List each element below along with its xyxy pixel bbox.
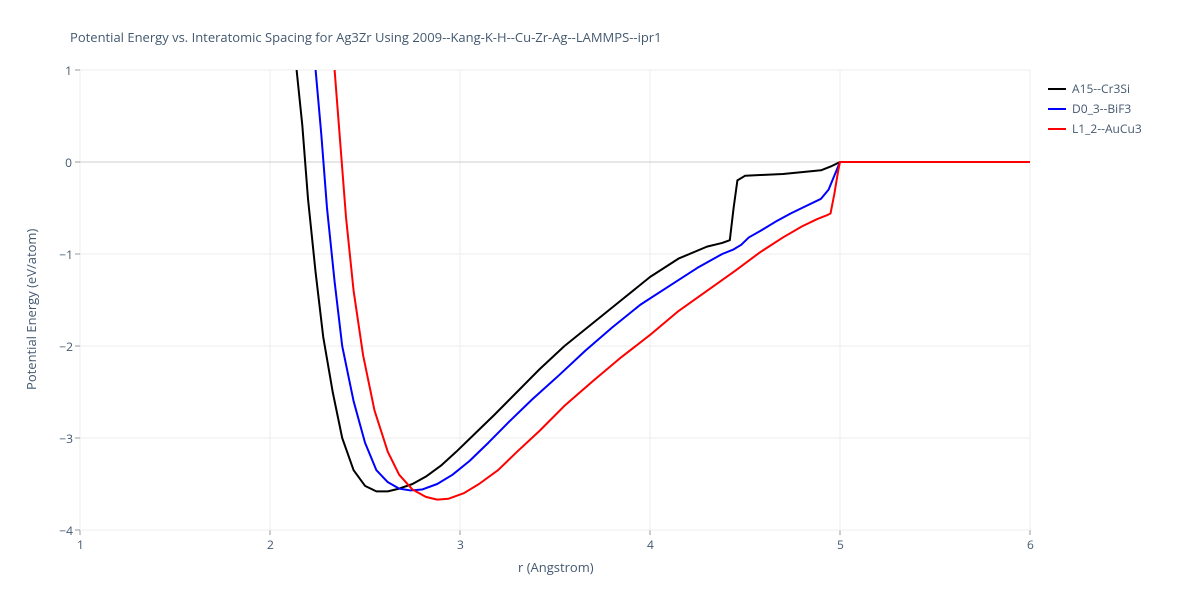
legend-label: A15--Cr3Si [1072, 80, 1130, 97]
x-axis-label: r (Angstrom) [518, 558, 594, 576]
x-tick-3: 4 [647, 536, 654, 553]
legend-item[interactable]: L1_2--AuCu3 [1048, 120, 1142, 137]
legend-swatch [1048, 88, 1066, 90]
x-tick-4: 5 [837, 536, 844, 553]
x-tick-1: 2 [267, 536, 274, 553]
y-tick-1: −3 [53, 430, 73, 447]
legend: A15--Cr3Si D0_3--BiF3 L1_2--AuCu3 [1048, 80, 1142, 140]
y-tick-3: −1 [53, 246, 73, 263]
y-axis-label: Potential Energy (eV/atom) [22, 229, 40, 390]
legend-item[interactable]: A15--Cr3Si [1048, 80, 1142, 97]
chart-title: Potential Energy vs. Interatomic Spacing… [70, 28, 662, 46]
plot-svg [0, 0, 1200, 600]
legend-item[interactable]: D0_3--BiF3 [1048, 100, 1142, 117]
series-line [297, 70, 1030, 491]
series-line [316, 70, 1030, 490]
legend-label: D0_3--BiF3 [1072, 100, 1131, 117]
x-tick-5: 6 [1027, 536, 1034, 553]
x-tick-2: 3 [457, 536, 464, 553]
series-line [335, 70, 1030, 500]
legend-label: L1_2--AuCu3 [1072, 120, 1142, 137]
y-tick-0: −4 [53, 522, 73, 539]
y-tick-5: 1 [62, 62, 72, 79]
chart-container: Potential Energy vs. Interatomic Spacing… [0, 0, 1200, 600]
y-tick-4: 0 [62, 154, 72, 171]
x-tick-0: 1 [77, 536, 84, 553]
legend-swatch [1048, 108, 1066, 110]
y-tick-2: −2 [53, 338, 73, 355]
legend-swatch [1048, 128, 1066, 130]
